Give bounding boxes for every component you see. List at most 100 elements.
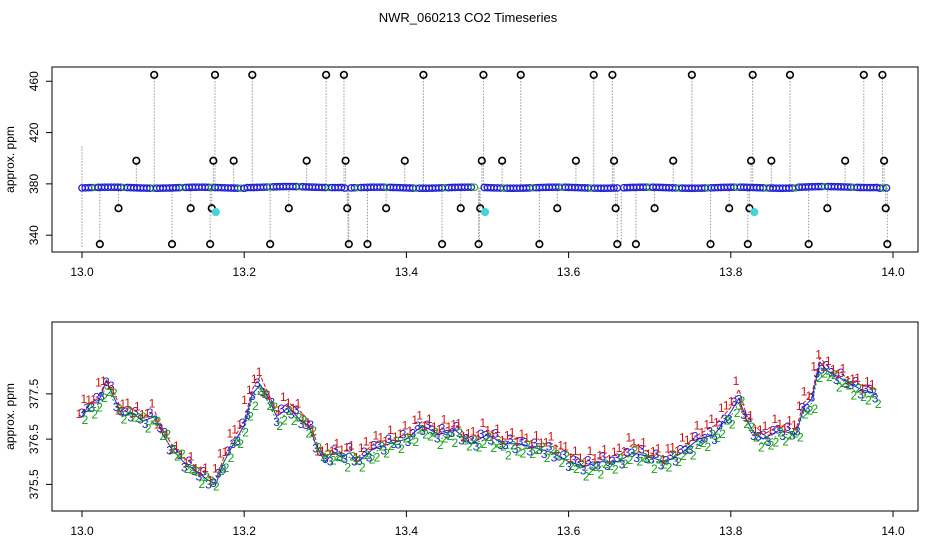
point-label-2: 2: [515, 444, 522, 458]
point-label-2: 2: [398, 442, 405, 456]
point-label-3: 3: [828, 366, 835, 380]
point-label-3: 3: [414, 419, 421, 433]
outlier-point: [302, 156, 311, 165]
point-label-1: 1: [825, 354, 832, 368]
point-label-1: 1: [664, 442, 671, 456]
point-label-1: 1: [621, 444, 628, 458]
point-label-3: 3: [186, 454, 193, 468]
point-label-2: 2: [271, 400, 278, 414]
point-label-2: 2: [636, 455, 643, 469]
point-label-1: 1: [806, 389, 813, 403]
point-label-1: 1: [514, 435, 521, 449]
point-label-1: 1: [265, 389, 272, 403]
point-label-3: 3: [307, 418, 314, 432]
point-label-3: 3: [366, 451, 373, 465]
point-label-3: 3: [551, 450, 558, 464]
point-label-3: 3: [166, 444, 173, 458]
baseline-point: [337, 183, 346, 192]
outlier-point: [343, 204, 352, 213]
point-label-2: 2: [583, 470, 590, 484]
point-label-3: 3: [337, 450, 344, 464]
point-label-1: 1: [713, 416, 720, 430]
point-label-2: 2: [471, 433, 478, 447]
outlier-point: [206, 240, 215, 249]
outlier-point: [516, 70, 525, 79]
outlier-point: [669, 156, 678, 165]
point-label-1: 1: [494, 422, 501, 436]
point-label-3: 3: [779, 429, 786, 443]
point-label-2: 2: [403, 431, 410, 445]
outlier-point: [400, 156, 409, 165]
outlier-point: [339, 70, 349, 79]
point-label-2: 2: [466, 440, 473, 454]
y-tick-label: 376.5: [27, 424, 41, 454]
point-label-1: 1: [358, 441, 365, 455]
point-label-3: 3: [171, 442, 178, 456]
point-label-3: 3: [176, 448, 183, 462]
point-label-1: 1: [489, 427, 496, 441]
point-label-1: 1: [348, 438, 355, 452]
outlier-point: [609, 156, 619, 165]
point-label-2: 2: [753, 431, 760, 445]
point-label-3: 3: [118, 404, 125, 418]
point-label-1: 1: [421, 419, 428, 433]
point-label-1: 1: [684, 433, 691, 447]
point-label-2: 2: [700, 436, 707, 450]
point-label-3: 3: [322, 452, 329, 466]
point-label-2: 2: [476, 441, 483, 455]
point-label-1: 1: [227, 426, 234, 440]
point-label-2: 2: [855, 382, 862, 396]
point-label-3: 3: [492, 427, 499, 441]
point-label-1: 1: [363, 434, 370, 448]
x-tick-label: 13.6: [557, 265, 581, 279]
point-label-3: 3: [590, 459, 597, 473]
point-label-3: 3: [809, 391, 816, 405]
point-label-3: 3: [736, 393, 743, 407]
point-label-2: 2: [203, 470, 210, 484]
x-tick-label: 13.8: [719, 265, 743, 279]
point-label-1: 1: [455, 417, 462, 431]
point-label-2: 2: [865, 394, 872, 408]
point-label-1: 1: [572, 444, 579, 458]
point-label-2: 2: [82, 413, 89, 427]
point-label-1: 1: [431, 420, 438, 434]
point-label-2: 2: [860, 390, 867, 404]
point-label-1: 1: [509, 425, 516, 439]
point-label-1: 1: [718, 401, 725, 415]
low-flag-point: [480, 207, 490, 217]
point-label-1: 1: [304, 415, 311, 429]
x-tick-label: 13.2: [233, 265, 257, 279]
point-label-1: 1: [309, 425, 316, 439]
point-label-3: 3: [88, 400, 95, 414]
point-label-1: 1: [207, 473, 214, 487]
point-label-2: 2: [651, 462, 658, 476]
point-label-1: 1: [708, 412, 715, 426]
point-label-1: 1: [353, 451, 360, 465]
point-label-3: 3: [799, 401, 806, 415]
point-label-2: 2: [155, 414, 162, 428]
point-label-2: 2: [208, 474, 215, 488]
point-label-3: 3: [259, 385, 266, 399]
point-label-1: 1: [168, 443, 175, 457]
point-label-1: 1: [781, 422, 788, 436]
point-label-3: 3: [453, 419, 460, 433]
point-label-1: 1: [124, 396, 131, 410]
point-label-1: 1: [679, 430, 686, 444]
outlier-point: [248, 70, 257, 79]
point-label-1: 1: [504, 429, 511, 443]
point-label-3: 3: [521, 436, 528, 450]
point-label-2: 2: [846, 378, 853, 392]
point-label-2: 2: [812, 402, 819, 416]
point-label-2: 2: [286, 404, 293, 418]
point-label-3: 3: [210, 476, 217, 490]
point-label-2: 2: [325, 447, 332, 461]
point-label-2: 2: [101, 391, 108, 405]
point-label-2: 2: [588, 464, 595, 478]
low-flag-point: [750, 207, 759, 217]
outlier-point: [363, 240, 372, 249]
baseline-point: [467, 183, 476, 192]
point-label-3: 3: [468, 433, 475, 447]
point-label-2: 2: [719, 427, 726, 441]
point-label-2: 2: [164, 427, 171, 441]
point-label-2: 2: [709, 427, 716, 441]
